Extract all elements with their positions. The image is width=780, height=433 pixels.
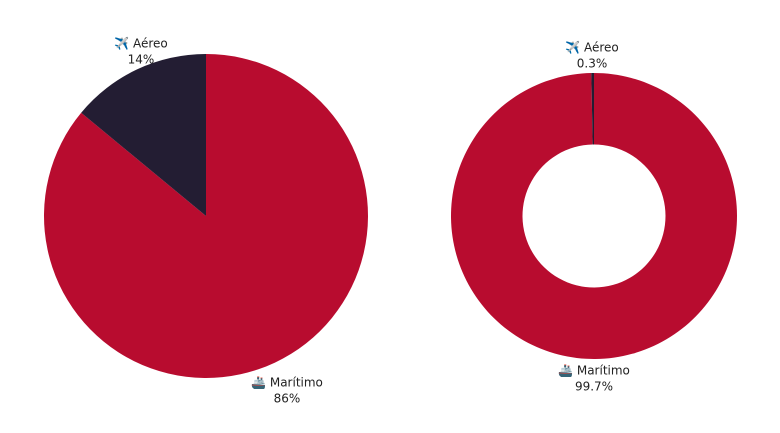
slice-value-label: 14% xyxy=(128,53,155,67)
slice xyxy=(450,73,737,359)
slice xyxy=(81,54,206,216)
slice-label: 🚢 Marítimo xyxy=(251,376,323,390)
slice xyxy=(591,73,594,145)
slice-value-label: 86% xyxy=(274,392,301,406)
slice-value-label: 99.7% xyxy=(575,380,613,394)
slice-label: ✈️ Aéreo xyxy=(114,36,168,51)
slice-label: 🚢 Marítimo xyxy=(558,364,630,378)
slice-value-label: 0.3% xyxy=(577,57,608,71)
slice-label: ✈️ Aéreo xyxy=(565,40,619,55)
